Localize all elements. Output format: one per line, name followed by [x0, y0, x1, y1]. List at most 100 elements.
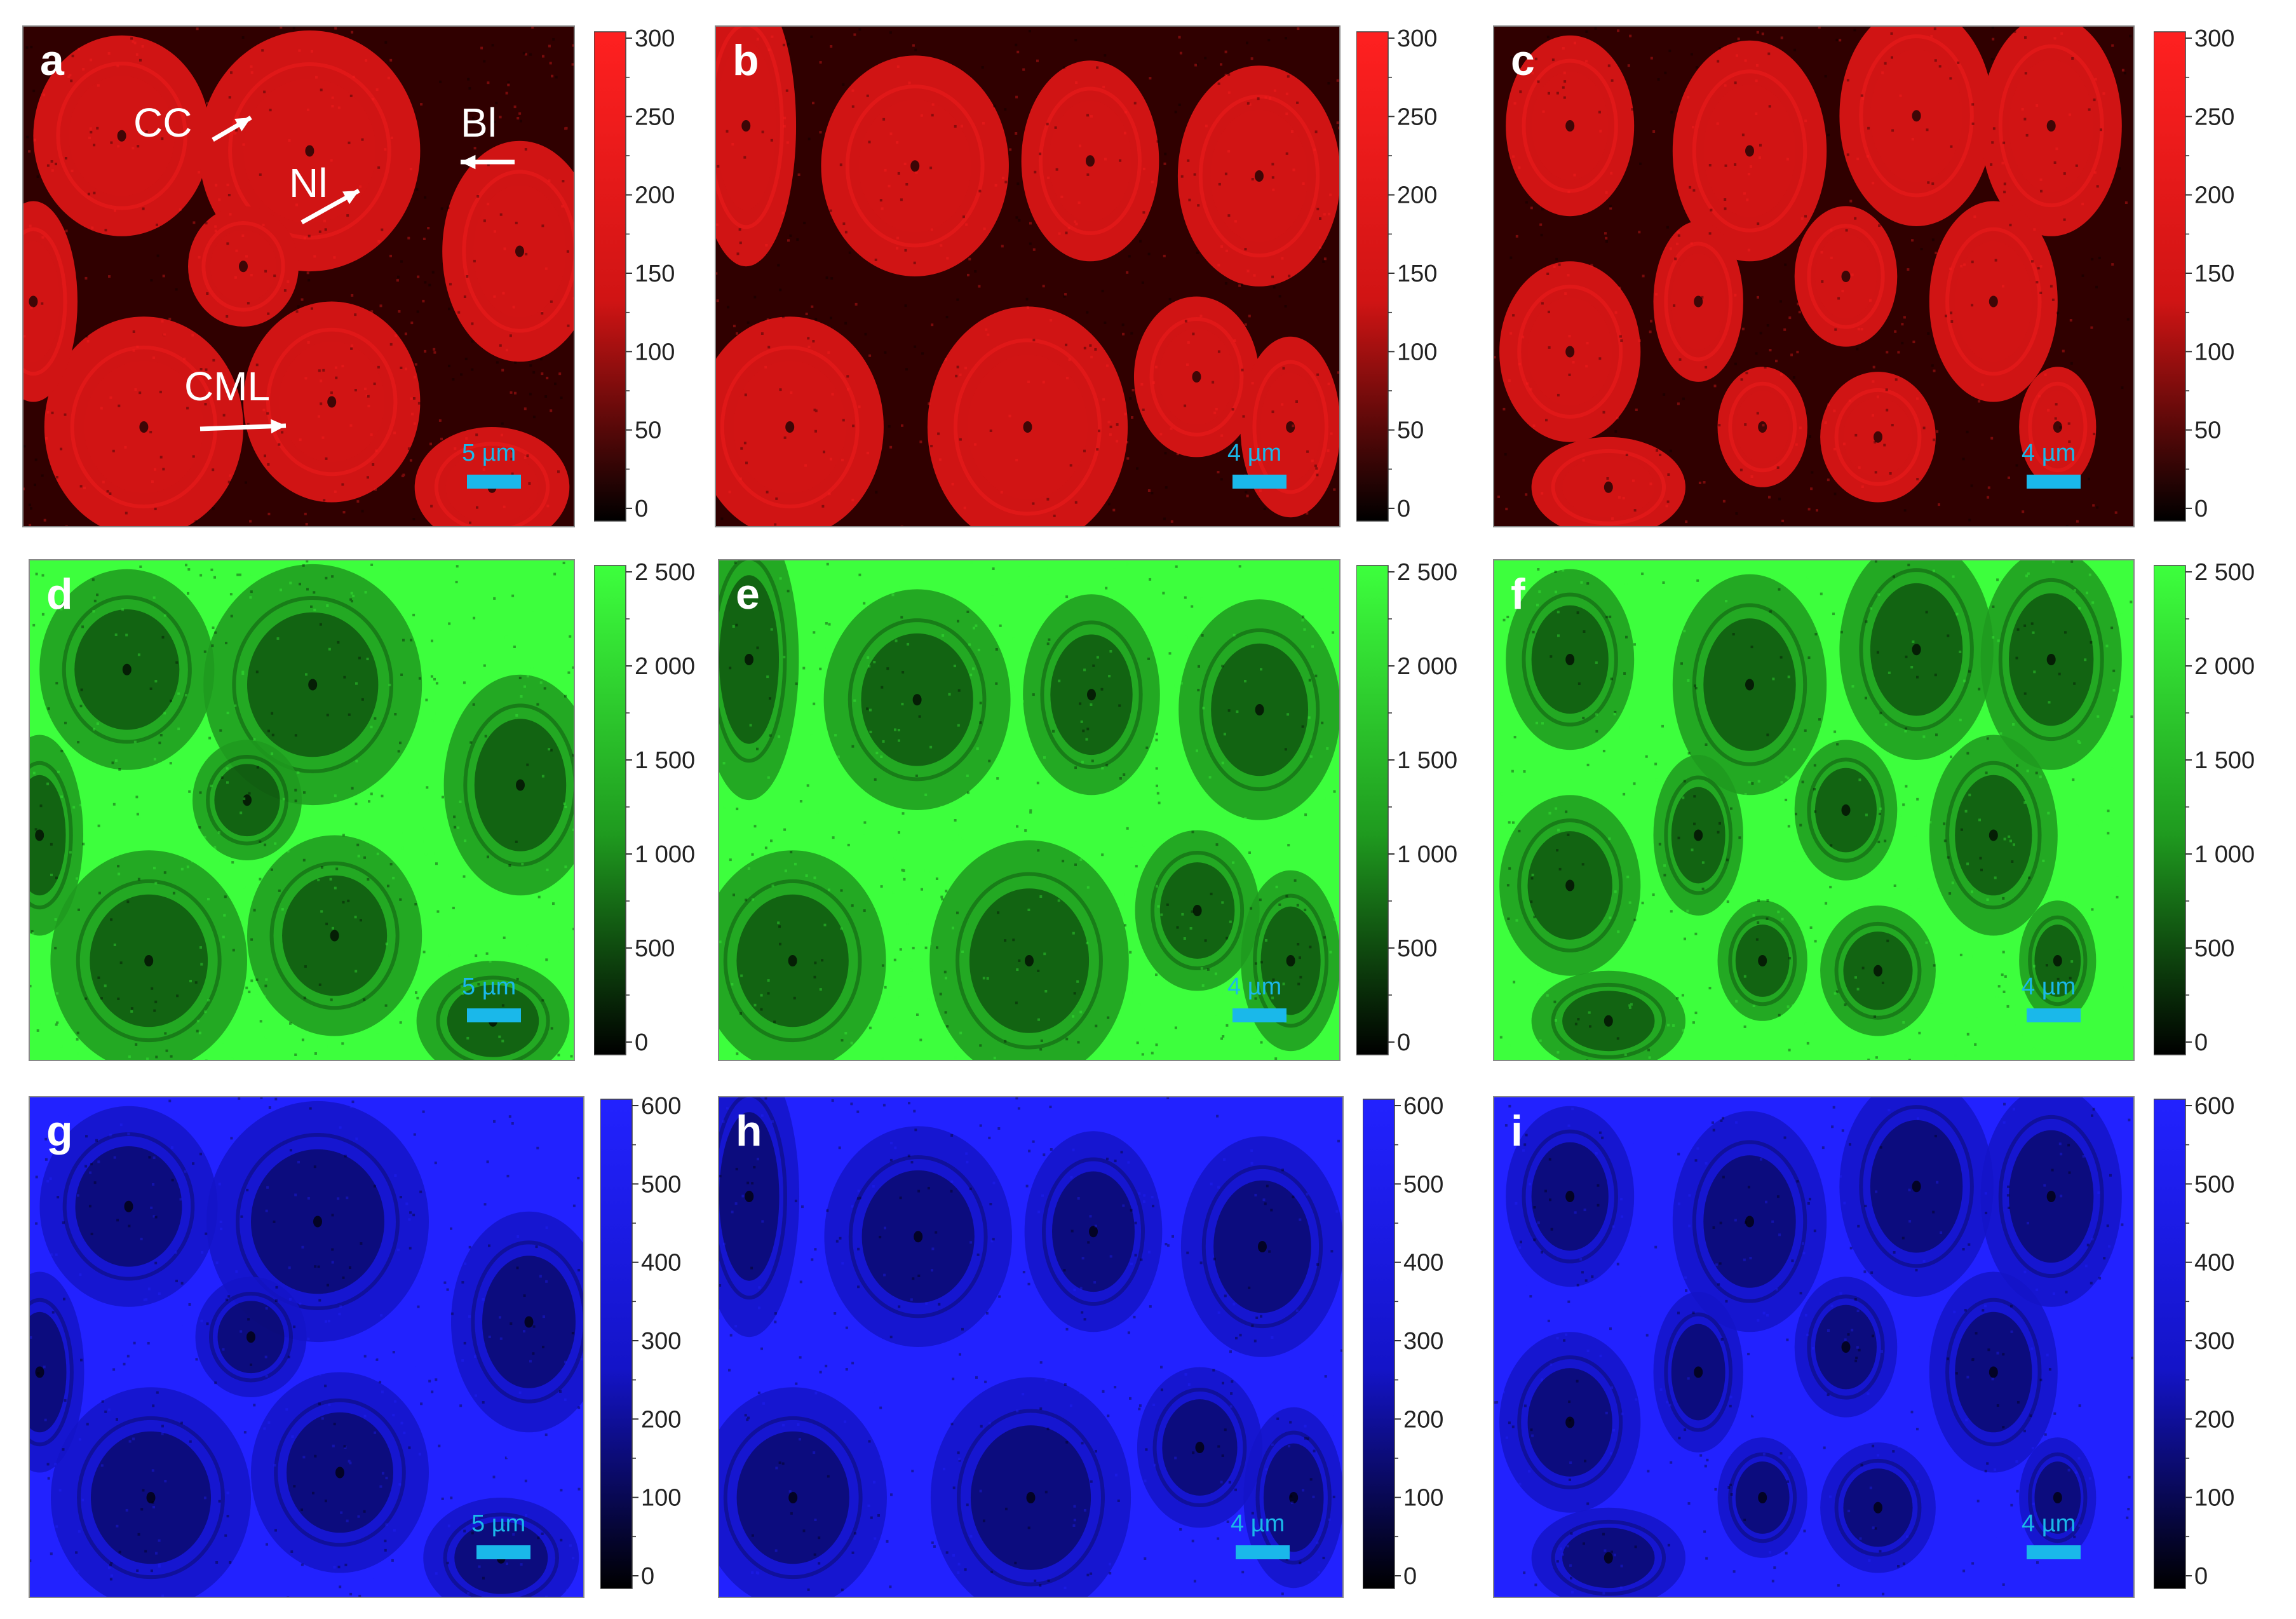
fiber-cell — [1820, 1442, 1936, 1573]
colorbar-tick-label: 50 — [2194, 417, 2221, 444]
fiber-cell — [1980, 549, 2122, 770]
panel-d: d 5 µm — [0, 559, 597, 1081]
colorbar-tick-label: 100 — [1403, 1485, 1443, 1512]
fiber-cell — [451, 1211, 607, 1433]
colorbar-tick-label: 0 — [635, 1029, 648, 1056]
scale-bar — [467, 475, 521, 489]
fiber-cell — [44, 316, 243, 538]
arrow-head — [234, 118, 251, 132]
scale-bar-label: 4 µm — [1227, 973, 1281, 1000]
fiber-cell — [1672, 40, 1827, 262]
colorbar-green: 2 500 2 000 1 500 1 000 500 0 — [593, 559, 702, 1061]
fiber-cell — [824, 1126, 1012, 1347]
fiber-cell — [1839, 539, 1994, 760]
fiber-cell — [251, 1372, 429, 1573]
arrow-head — [342, 191, 359, 205]
fiber-cell — [1499, 795, 1641, 976]
fiber-cell — [1839, 5, 1994, 226]
colorbar-tick-label: 0 — [2194, 1563, 2208, 1590]
scale-bar — [2027, 1008, 2081, 1022]
fiber-cell — [1794, 1277, 1898, 1418]
colorbar-tick-label: 0 — [641, 1563, 654, 1590]
arrow-head — [461, 154, 476, 170]
panel-b: b 4 µm — [696, 0, 1341, 548]
colorbar-tick-label: 50 — [1397, 417, 1424, 444]
fiber-cell — [1653, 755, 1743, 916]
colorbar-gradient — [593, 31, 626, 522]
colorbar-tick-label: 400 — [2194, 1250, 2234, 1277]
fiber-cell — [927, 306, 1128, 548]
panel-letter: g — [46, 1107, 73, 1155]
noise-texture — [1493, 559, 2134, 1063]
panel-letter: i — [1511, 1107, 1523, 1155]
fiber-cell — [243, 301, 421, 503]
colorbar-green: 2 500 2 000 1 500 1 000 500 0 — [1356, 559, 1464, 1061]
scale-bar — [2027, 1545, 2081, 1559]
panel-e: e 4 µm — [699, 518, 1343, 1081]
colorbar-gradient — [600, 1099, 633, 1589]
fiber-cell — [51, 1387, 251, 1608]
fiber-cell — [1024, 1131, 1163, 1332]
fiber-cell — [1839, 1076, 1994, 1297]
fiber-cell — [1506, 1106, 1635, 1287]
scale-bar-label: 4 µm — [2022, 1510, 2076, 1537]
panel-letter: b — [733, 36, 759, 85]
fiber-cell — [1820, 372, 1936, 503]
fiber-cell — [1929, 735, 2058, 936]
fiber-cell — [1980, 1086, 2122, 1307]
fiber-cell — [1980, 15, 2122, 236]
colorbar-tick-label: 500 — [2194, 935, 2234, 962]
panel-f: f 4 µm — [1493, 539, 2135, 1071]
colorbar-tick-label: 500 — [1403, 1171, 1443, 1198]
colorbar-red: 300 250 200 150 100 50 0 — [2153, 25, 2262, 527]
annotation-label: Nl — [289, 160, 327, 206]
arrow-head — [271, 419, 286, 434]
colorbar-tick-label: 200 — [641, 1406, 681, 1433]
fiber-cell — [1499, 261, 1641, 442]
panel-letter: c — [1511, 36, 1535, 85]
colorbar-red: 300 250 200 150 100 50 0 — [593, 25, 702, 527]
scale-bar-label: 4 µm — [1227, 440, 1281, 466]
panel-a: a 5 µm CC Nl Bl CML — [0, 25, 597, 548]
fiber-cell — [2019, 1437, 2097, 1558]
fiber-cell — [1794, 740, 1898, 881]
fiber-cell — [39, 1106, 218, 1307]
colorbar-tick-label: 0 — [2194, 496, 2208, 522]
colorbar-tick-label: 150 — [1397, 261, 1437, 287]
fiber-cell — [50, 850, 247, 1071]
colorbar-tick-label: 2 500 — [635, 559, 695, 586]
colorbar-tick-label: 300 — [1403, 1328, 1443, 1355]
fiber-cell — [823, 589, 1011, 810]
fiber-cell — [33, 35, 210, 236]
scale-bar — [1236, 1545, 1290, 1559]
fiber-cell — [696, 316, 884, 538]
scale-bar — [467, 1008, 521, 1022]
annotation-label: CML — [184, 363, 270, 409]
panel-letter: a — [40, 36, 65, 85]
colorbar-tick-label: 2 500 — [1397, 559, 1457, 586]
fiber-cell — [1929, 201, 2058, 402]
colorbar-tick-label: 2 000 — [1397, 653, 1457, 680]
colorbar-tick-label: 600 — [641, 1093, 681, 1120]
colorbar-tick-label: 300 — [1397, 25, 1437, 52]
fiber-cell — [195, 1277, 307, 1397]
fiber-cell — [1717, 900, 1807, 1021]
noise-texture — [719, 561, 1343, 1064]
fiber-cell — [1653, 221, 1743, 382]
fiber-cell — [1653, 1292, 1743, 1453]
colorbar-tick-label: 200 — [1397, 182, 1437, 209]
fiber-cell — [1506, 35, 1635, 217]
scale-bar-label: 5 µm — [462, 440, 516, 466]
fiber-cell — [1672, 574, 1827, 796]
colorbar-tick-label: 300 — [641, 1328, 681, 1355]
noise-texture — [715, 27, 1341, 529]
colorbar-tick-label: 200 — [1403, 1406, 1443, 1433]
colorbar-gradient — [1362, 1099, 1395, 1589]
fiber-cell — [1177, 65, 1340, 287]
colorbar-tick-label: 1 500 — [635, 747, 695, 774]
colorbar-tick-label: 1 000 — [635, 841, 695, 868]
colorbar-tick-label: 100 — [1397, 339, 1437, 365]
noise-texture — [719, 1097, 1345, 1599]
panel-c: c 4 µm — [1493, 5, 2137, 538]
